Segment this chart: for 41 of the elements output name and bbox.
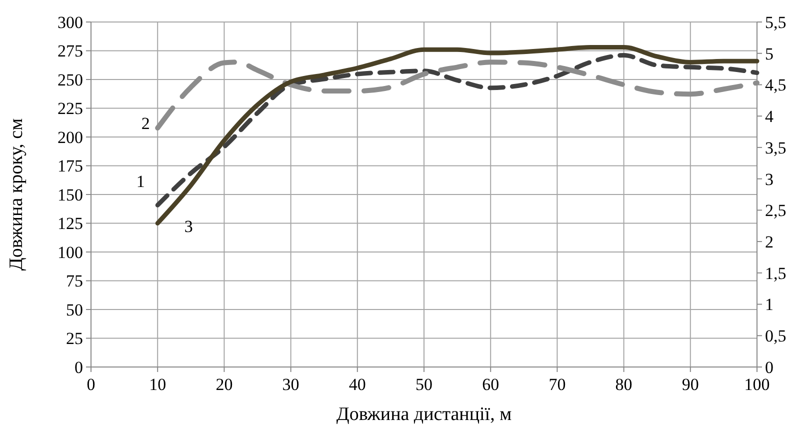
y-tick-label: 125 xyxy=(58,214,83,234)
y-tick-label: 250 xyxy=(58,70,83,90)
x-tick-label: 0 xyxy=(86,375,96,394)
y-tick-label: 75 xyxy=(66,272,83,291)
y2-tick-label: 3 xyxy=(765,170,774,189)
x-tick-label: 40 xyxy=(348,375,366,394)
y-tick-label: 100 xyxy=(58,242,83,262)
y-tick-label: 275 xyxy=(58,42,83,61)
x-tick-label: 30 xyxy=(282,375,300,394)
x-tick-label: 20 xyxy=(216,375,233,394)
x-tick-label: 70 xyxy=(548,375,566,394)
x-tick-label: 50 xyxy=(416,375,432,394)
y-tick-label: 200 xyxy=(58,128,83,147)
y2-tick-label: 3,5 xyxy=(765,138,786,158)
x-axis-title: Довжина дистанції, м xyxy=(336,404,512,425)
series-label: 3 xyxy=(184,217,193,236)
y-tick-label: 225 xyxy=(58,99,83,118)
y2-tick-label: 1 xyxy=(765,295,774,314)
series-label: 1 xyxy=(136,172,145,192)
x-tick-label: 60 xyxy=(482,375,500,394)
x-tick-label: 80 xyxy=(615,375,632,394)
y-tick-label: 175 xyxy=(58,156,83,176)
y2-tick-label: 4 xyxy=(765,107,774,126)
y-tick-label: 0 xyxy=(74,358,83,377)
y-tick-label: 150 xyxy=(58,185,83,204)
x-tick-label: 90 xyxy=(682,375,699,394)
y-tick-label: 300 xyxy=(58,12,83,32)
series-label: 2 xyxy=(141,114,150,133)
y2-tick-label: 2 xyxy=(765,232,774,252)
x-tick-label: 100 xyxy=(744,375,770,394)
y2-tick-label: 1,5 xyxy=(765,264,786,283)
y2-tick-label: 0 xyxy=(765,358,774,377)
y-axis-title: Довжина кроку, см xyxy=(6,118,27,271)
y2-tick-label: 5 xyxy=(765,44,774,64)
y2-tick-label: 4,5 xyxy=(765,76,786,95)
y2-tick-label: 2,5 xyxy=(765,201,786,220)
y2-tick-label: 5,5 xyxy=(765,12,786,32)
y-tick-label: 50 xyxy=(66,300,83,320)
y2-tick-label: 0,5 xyxy=(765,326,786,346)
y-tick-label: 25 xyxy=(66,329,83,348)
x-tick-label: 10 xyxy=(149,375,166,394)
